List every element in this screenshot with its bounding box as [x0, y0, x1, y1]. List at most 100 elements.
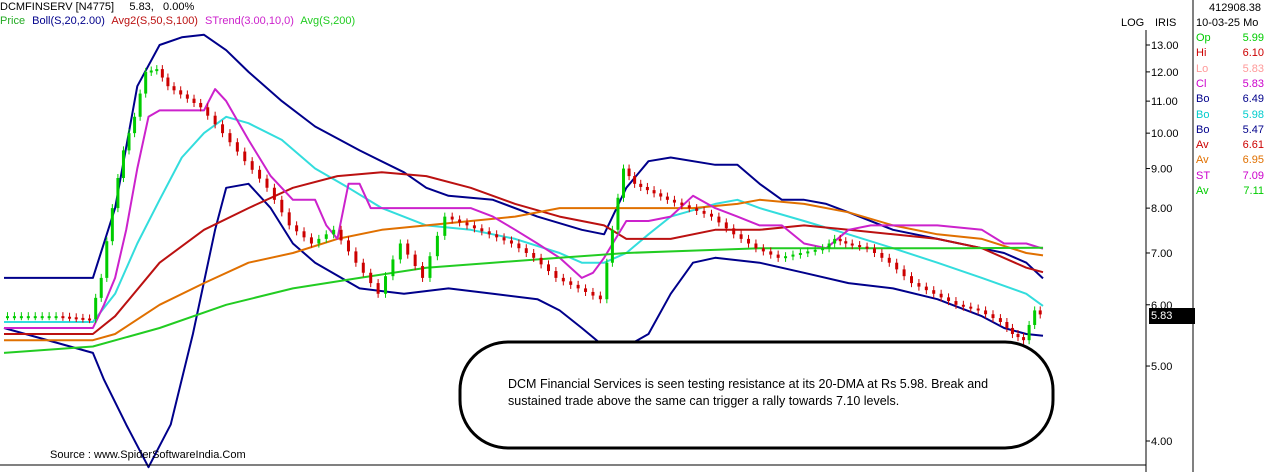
- plot-area: [3, 33, 1055, 469]
- candle-body: [639, 183, 643, 187]
- candle-body: [554, 271, 558, 278]
- candle-body: [1027, 324, 1031, 341]
- readout-label: Bo: [1196, 108, 1210, 121]
- candle-body: [1033, 310, 1037, 325]
- candle-body: [939, 293, 943, 298]
- candle-body: [1038, 310, 1042, 315]
- candle-body: [12, 316, 16, 319]
- legend-boll: Boll(S,20,2.00): [32, 15, 105, 27]
- candle-body: [984, 310, 988, 315]
- candle-body: [865, 246, 869, 249]
- candle-body: [616, 197, 620, 230]
- candle-body: [206, 107, 210, 116]
- candle-body: [1016, 334, 1020, 338]
- y-tick-label: 5.00: [1151, 361, 1172, 373]
- readout-value: 5.99: [1242, 32, 1264, 44]
- annotation-box: [458, 340, 1055, 450]
- readout-value: 6.10: [1242, 47, 1264, 60]
- candle-body: [932, 290, 936, 294]
- candle-body: [19, 316, 23, 319]
- candle-body: [524, 248, 528, 253]
- candle-body: [192, 98, 196, 103]
- readout-value: 5.98: [1242, 108, 1264, 121]
- candle-body: [821, 248, 825, 251]
- candle-body: [213, 115, 217, 125]
- candle-body: [54, 316, 58, 319]
- candle-body: [976, 308, 980, 311]
- candle-body: [5, 316, 9, 319]
- candle-body: [47, 316, 51, 319]
- candle-body: [844, 241, 848, 244]
- candle-body: [827, 243, 831, 249]
- candle-body: [947, 297, 951, 302]
- candle-body: [659, 193, 663, 197]
- candle-body: [450, 216, 454, 220]
- candle-body: [295, 225, 299, 232]
- annotation-line-2: sustained trade above the same can trigg…: [508, 394, 900, 408]
- candle-body: [695, 208, 699, 211]
- candle-body: [324, 234, 328, 239]
- candle-body: [495, 234, 499, 238]
- candle-body: [376, 283, 380, 294]
- iris-toggle[interactable]: IRIS: [1155, 17, 1177, 29]
- candle-body: [346, 240, 350, 252]
- candle-body: [391, 259, 395, 277]
- candle-body: [747, 238, 751, 244]
- candle-body: [880, 252, 884, 258]
- candle-body: [94, 297, 98, 320]
- y-tick-label: 9.00: [1151, 164, 1172, 176]
- volume-value: 412908.38: [1209, 2, 1261, 14]
- candle-body: [369, 272, 373, 284]
- readout-row: Bo 5.47: [1196, 124, 1266, 138]
- candle-body: [902, 269, 906, 277]
- readout-row: ST 7.09: [1196, 170, 1266, 184]
- readout-row: Av 6.61: [1196, 139, 1266, 153]
- candle-body: [850, 243, 854, 246]
- candle-body: [121, 150, 125, 179]
- candle-body: [480, 228, 484, 232]
- candle-body: [272, 187, 276, 200]
- readout-label: Bo: [1196, 93, 1210, 106]
- candle-body: [969, 306, 973, 309]
- legend-avg2: Avg2(S,50,S,100): [111, 15, 198, 27]
- candle-body: [384, 276, 388, 294]
- readout-label: ST: [1196, 169, 1211, 182]
- candle-body: [144, 71, 148, 94]
- candle-body: [1010, 327, 1014, 335]
- candle-body: [443, 216, 447, 236]
- candle-body: [155, 69, 159, 72]
- candle-body: [421, 266, 425, 278]
- candle-body: [610, 229, 614, 263]
- log-toggle[interactable]: LOG: [1121, 17, 1145, 29]
- candle-body: [702, 210, 706, 214]
- readout-row: Bo 6.49: [1196, 93, 1266, 107]
- candle-body: [465, 222, 469, 226]
- candle-body: [317, 238, 321, 244]
- candle-body: [806, 251, 810, 254]
- candle-body: [487, 231, 491, 235]
- readout-row: Bo 5.98: [1196, 109, 1266, 123]
- strend-line: [4, 88, 1044, 329]
- candle-body: [1022, 337, 1026, 341]
- candle-body: [172, 86, 176, 91]
- candle-body: [761, 248, 765, 252]
- candle-body: [332, 229, 336, 235]
- y-tick-label: 13.00: [1151, 40, 1179, 52]
- date-value: 10-03-25 Mo: [1196, 17, 1259, 29]
- candle-body: [547, 264, 551, 272]
- candle-body: [724, 222, 728, 229]
- source-credit: Source : www.SpiderSoftwareIndia.Com: [50, 449, 246, 461]
- candle-body: [739, 234, 743, 239]
- candle-body: [622, 168, 626, 198]
- candle-body: [265, 178, 269, 188]
- candle-body: [591, 291, 595, 296]
- candle-body: [302, 231, 306, 238]
- candle-body: [309, 237, 313, 244]
- y-tick-label: 11.00: [1151, 96, 1178, 108]
- readout-label: Hi: [1196, 47, 1207, 60]
- readout-label: Lo: [1196, 62, 1209, 75]
- readout-label: Cl: [1196, 77, 1207, 90]
- annotation-line-1: DCM Financial Services is seen testing r…: [508, 377, 989, 391]
- candle-body: [754, 243, 758, 249]
